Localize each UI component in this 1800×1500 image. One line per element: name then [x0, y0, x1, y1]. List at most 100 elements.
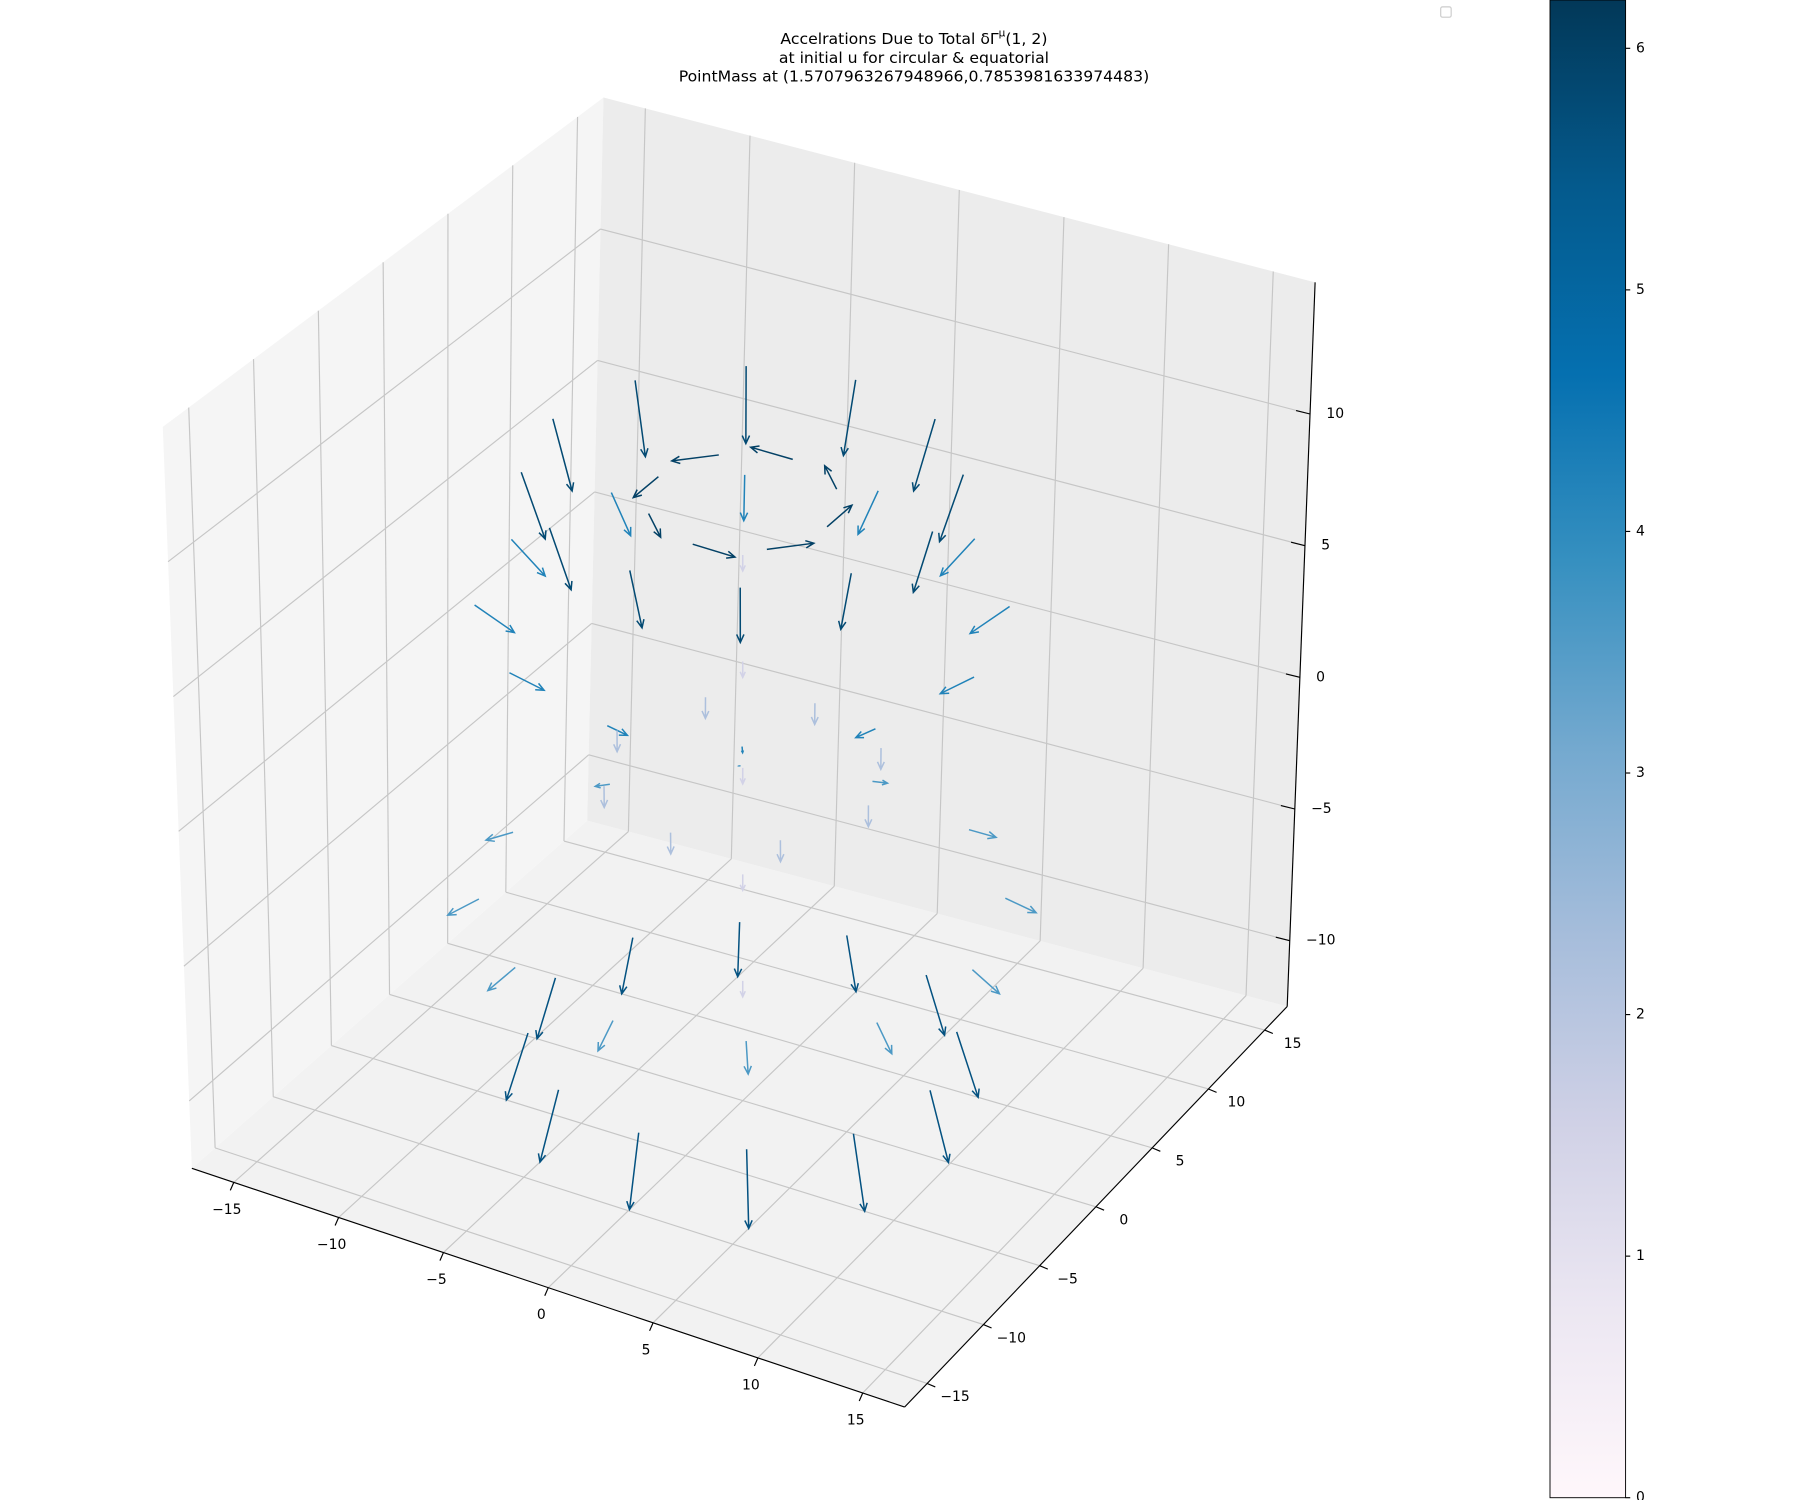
grid-line [188, 407, 216, 1148]
tick-mark [439, 1252, 444, 1261]
tick-mark [1280, 805, 1295, 810]
tick-mark [983, 1324, 992, 1329]
axis-line [191, 1167, 905, 1408]
arrow [872, 779, 890, 786]
grid-line [597, 359, 1306, 547]
grid-line [563, 116, 579, 842]
tick-mark [1208, 1088, 1217, 1093]
arrow [739, 980, 746, 999]
x-tick-label: 5 [642, 1342, 651, 1358]
arrow [735, 587, 745, 645]
title-suffix: (1, 2) [1005, 30, 1047, 48]
grid-line [331, 1045, 1040, 1267]
arrow [548, 527, 573, 592]
y-tick-label: 10 [1227, 1095, 1245, 1111]
arrow [600, 786, 609, 810]
arrow [743, 1041, 753, 1076]
chart-title: Accelrations Due to Total δΓμ(1, 2) [780, 27, 1047, 47]
left-pane [162, 97, 604, 1169]
grid-line [252, 359, 274, 1097]
arrow [634, 380, 649, 459]
grid-line [317, 310, 332, 1046]
arrow [826, 504, 854, 528]
arrow [968, 605, 1011, 635]
grid-line [273, 1096, 984, 1326]
chart-subtitle: PointMass at (1.5707963267948966,0.78539… [679, 67, 1150, 85]
arrow [938, 474, 965, 544]
arrow [631, 476, 659, 499]
tick-mark [926, 1382, 936, 1388]
arrow [739, 874, 746, 893]
z-tick-label: −10 [1306, 933, 1335, 949]
tick-mark [1151, 1147, 1161, 1152]
tick-mark [1285, 673, 1301, 678]
grid-line [936, 189, 960, 914]
grid-line [600, 228, 1311, 415]
grid-line [447, 942, 1153, 1149]
grid-line [505, 165, 514, 893]
arrow [535, 977, 557, 1041]
arrow [840, 379, 857, 458]
arrow [741, 366, 751, 446]
colorbar-tick-label: 2 [1636, 1007, 1645, 1023]
arrow [971, 969, 1001, 996]
grid-line [382, 262, 391, 995]
arrow [739, 661, 746, 680]
grid-line [214, 1147, 928, 1385]
arrow [520, 472, 547, 541]
grid-line [178, 491, 595, 832]
arrow [597, 1020, 614, 1053]
x-tick-label: 15 [847, 1413, 865, 1429]
arrow [626, 1132, 640, 1212]
grid-line [833, 162, 856, 887]
colorbar-tick-label: 0 [1636, 1490, 1645, 1500]
arrow [736, 764, 741, 767]
x-tick-label: −15 [212, 1202, 241, 1218]
colorbar-tick-label: 3 [1636, 765, 1645, 781]
back-pane [587, 97, 1316, 1007]
arrow [669, 454, 719, 465]
arrow [857, 490, 879, 536]
x-tick-label: 10 [742, 1377, 760, 1393]
grid-line [188, 754, 590, 1102]
z-tick-label: 5 [1321, 538, 1330, 554]
z-tick-label: 10 [1326, 406, 1344, 422]
arrow [739, 554, 746, 573]
arrow [692, 543, 737, 559]
arrow [864, 805, 873, 829]
grid-line [1142, 244, 1170, 969]
grid-line [172, 360, 598, 697]
axis-line [904, 1006, 1288, 1408]
arrow [929, 1090, 951, 1165]
y-tick-label: 15 [1284, 1036, 1302, 1052]
arrow [629, 570, 645, 630]
arrow [486, 966, 516, 992]
arrow [504, 1032, 529, 1102]
grid-line [1245, 271, 1274, 996]
grid-line [591, 622, 1295, 810]
y-tick-label: −15 [940, 1389, 969, 1405]
arrow [911, 418, 936, 493]
colorbar-tick-label: 4 [1636, 523, 1645, 539]
arrow [955, 1031, 980, 1100]
z-tick-label: −5 [1311, 801, 1332, 817]
arrow [740, 746, 745, 755]
grid-line [563, 840, 1265, 1031]
arrow [911, 531, 934, 595]
tick-mark [858, 1392, 864, 1402]
colorbar-tick-label: 5 [1636, 282, 1645, 298]
tick-mark [753, 1357, 759, 1367]
arrow [938, 676, 975, 695]
tick-mark [544, 1287, 549, 1296]
arrow [647, 513, 662, 539]
tick-mark [334, 1217, 340, 1226]
grid-line [1039, 217, 1065, 941]
title-line: Accelrations Due to Total δΓ [780, 30, 999, 48]
grid-line [627, 108, 646, 832]
arrow [876, 748, 885, 772]
colorbar-tick-label: 1 [1636, 1248, 1645, 1264]
tick-mark [229, 1182, 235, 1191]
arrow [968, 828, 998, 840]
y-tick-label: −5 [1057, 1271, 1078, 1287]
title-superscript: μ [999, 27, 1006, 39]
